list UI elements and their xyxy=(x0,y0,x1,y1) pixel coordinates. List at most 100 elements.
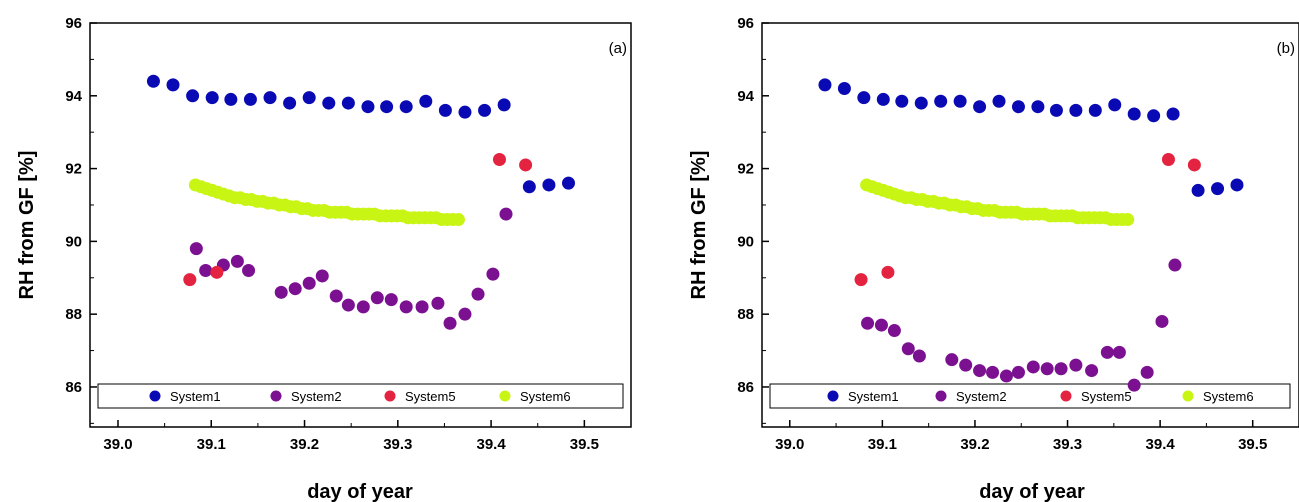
point-system1 xyxy=(243,92,257,106)
y-tick-label: 90 xyxy=(65,233,82,250)
point-system1 xyxy=(562,176,576,190)
point-system2 xyxy=(443,316,457,330)
point-system1 xyxy=(1127,107,1141,121)
point-system1 xyxy=(542,178,556,192)
y-tick-label: 94 xyxy=(737,88,754,105)
x-tick-label: 39.3 xyxy=(383,436,412,453)
point-system5 xyxy=(1161,152,1175,166)
point-system5 xyxy=(519,158,533,172)
point-system1 xyxy=(895,94,909,108)
point-system6 xyxy=(1121,213,1135,227)
point-system1 xyxy=(818,78,832,92)
point-system2 xyxy=(1127,378,1141,392)
point-system5 xyxy=(881,265,895,279)
y-tick-label: 86 xyxy=(65,379,82,396)
series-system6 xyxy=(188,178,465,227)
series-system2 xyxy=(861,258,1182,392)
point-system2 xyxy=(1069,358,1083,372)
point-system5 xyxy=(854,273,868,287)
legend-label: System5 xyxy=(405,389,456,404)
point-system1 xyxy=(186,89,200,103)
point-system2 xyxy=(458,307,472,321)
point-system2 xyxy=(329,289,343,303)
point-system1 xyxy=(1031,100,1045,114)
point-system2 xyxy=(1112,345,1126,359)
point-system1 xyxy=(380,100,394,114)
point-system1 xyxy=(399,100,413,114)
point-system1 xyxy=(914,96,928,110)
point-system2 xyxy=(315,269,329,283)
legend: System1 System2 System5 System6 xyxy=(97,383,624,409)
point-system2 xyxy=(999,369,1013,383)
point-system1 xyxy=(419,94,433,108)
plot-frame xyxy=(761,22,1299,428)
point-system2 xyxy=(887,324,901,338)
point-system2 xyxy=(1085,364,1099,378)
y-axis-title: RH from GF [%] xyxy=(688,151,710,300)
plot-frame xyxy=(89,22,632,428)
point-system2 xyxy=(1040,362,1054,376)
y-axis-title: RH from GF [%] xyxy=(16,151,38,300)
legend-label: System6 xyxy=(520,389,571,404)
panel-label: (b) xyxy=(1277,40,1295,57)
point-system1 xyxy=(1230,178,1244,192)
point-system1 xyxy=(478,103,492,117)
point-system2 xyxy=(486,267,500,281)
point-system5 xyxy=(183,273,197,287)
point-system1 xyxy=(934,94,948,108)
x-tick-label: 39.4 xyxy=(476,436,506,453)
point-system1 xyxy=(953,94,967,108)
point-system2 xyxy=(912,349,926,363)
point-system6 xyxy=(451,213,465,227)
legend-marker xyxy=(1182,390,1194,402)
x-axis-title: day of year xyxy=(307,481,413,502)
point-system1 xyxy=(458,105,472,119)
y-tick-label: 96 xyxy=(65,15,82,32)
point-system5 xyxy=(1187,158,1201,172)
point-system1 xyxy=(973,100,987,114)
point-system1 xyxy=(224,92,238,106)
point-system2 xyxy=(189,242,203,256)
panel-label: (a) xyxy=(609,40,627,57)
point-system2 xyxy=(288,282,302,296)
point-system2 xyxy=(1054,362,1068,376)
x-axis-title: day of year xyxy=(979,481,1085,502)
point-system2 xyxy=(874,318,888,332)
point-system2 xyxy=(986,365,1000,379)
series-system2 xyxy=(189,207,513,330)
point-system2 xyxy=(973,364,987,378)
point-system1 xyxy=(1147,109,1161,123)
x-tick-label: 39.5 xyxy=(1238,436,1267,453)
point-system1 xyxy=(263,91,277,105)
chart-panel-a: 86 88 90 92 94 96 39.0 39.1 39.2 39.3 39.4 39.5 day … xyxy=(16,15,632,502)
x-tick-label: 39.0 xyxy=(775,436,804,453)
x-tick-label: 39.1 xyxy=(868,436,897,453)
point-system1 xyxy=(1049,103,1063,117)
point-system1 xyxy=(522,180,536,194)
point-system5 xyxy=(210,265,224,279)
point-system2 xyxy=(431,296,445,310)
legend-label: System1 xyxy=(848,389,899,404)
legend-label: System2 xyxy=(956,389,1007,404)
point-system1 xyxy=(1166,107,1180,121)
point-system2 xyxy=(1168,258,1182,272)
point-system1 xyxy=(438,103,452,117)
legend-label: System1 xyxy=(170,389,221,404)
y-tick-label: 96 xyxy=(737,15,754,32)
y-tick-label: 92 xyxy=(65,161,82,178)
y-tick-label: 88 xyxy=(737,306,754,323)
series-system1 xyxy=(146,74,576,194)
x-tick-label: 39.1 xyxy=(197,436,226,453)
chart-panel-b: 86 88 90 92 94 96 39.0 39.1 39.2 39.3 39.4 39.5 day … xyxy=(688,15,1299,502)
point-system1 xyxy=(146,74,160,88)
point-system2 xyxy=(959,358,973,372)
point-system1 xyxy=(205,91,219,105)
point-system1 xyxy=(361,100,375,114)
legend-marker xyxy=(935,390,947,402)
point-system1 xyxy=(837,82,851,96)
series-system1 xyxy=(818,78,1244,197)
point-system5 xyxy=(492,152,506,166)
legend-marker xyxy=(384,390,396,402)
point-system2 xyxy=(471,287,485,301)
point-system2 xyxy=(499,207,513,221)
